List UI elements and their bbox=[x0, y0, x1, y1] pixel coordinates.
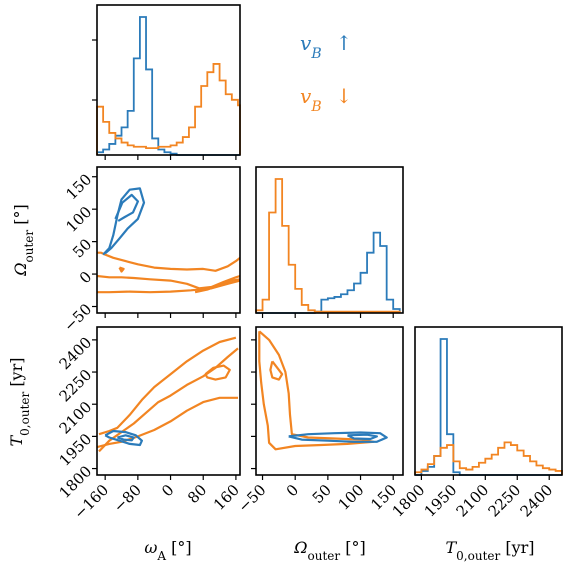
contour-Omega-omega-up bbox=[102, 187, 146, 256]
contour-T0-omega-down bbox=[97, 396, 238, 449]
contour-T0-omega-up bbox=[117, 434, 135, 442]
contour-T0-omega-down bbox=[204, 364, 231, 381]
y-tick-label: 0 bbox=[76, 268, 95, 287]
xlabel-omega-A: ωA [°] bbox=[144, 538, 191, 562]
contour-T0-Omega-up bbox=[288, 431, 388, 443]
y-tick-label: 100 bbox=[62, 203, 95, 236]
hist-T0-down bbox=[414, 441, 563, 475]
y-tick-label: 150 bbox=[62, 170, 95, 203]
legend-up: vB ↑ bbox=[300, 31, 352, 62]
x-tick-label: 2100 bbox=[453, 481, 493, 521]
x-tick-label: 2250 bbox=[485, 481, 525, 521]
panel-T0-vs-omega bbox=[96, 326, 241, 476]
legend-down: vB ↓ bbox=[300, 84, 352, 115]
contour-T0-omega-down bbox=[98, 336, 237, 436]
panel-Omega-hist bbox=[255, 166, 404, 314]
y-tick-label: −50 bbox=[60, 300, 95, 335]
y-tick-label: 50 bbox=[69, 235, 95, 261]
x-tick-label: 100 bbox=[335, 481, 368, 514]
xlabel-Omega-outer: Ωouter [°] bbox=[293, 538, 365, 562]
contour-T0-omega-up bbox=[104, 429, 143, 447]
y-tick-label: 2100 bbox=[56, 398, 96, 438]
hist-Omega-up bbox=[256, 231, 401, 314]
xlabel-T0-outer: T0,outer [yr] bbox=[446, 538, 535, 562]
y-tick-label: 1950 bbox=[56, 430, 96, 470]
ylabel-T0-outer: T0,outer [yr] bbox=[7, 358, 32, 447]
hist-T0-up bbox=[415, 338, 562, 476]
panel-T0-vs-Omega bbox=[255, 326, 404, 476]
y-tick-label: 2400 bbox=[56, 334, 96, 374]
x-tick-label: 50 bbox=[309, 481, 335, 507]
contour-T0-Omega-down bbox=[269, 360, 284, 381]
hist-Omega-down bbox=[255, 178, 401, 313]
contour-Omega-omega-down bbox=[118, 266, 125, 273]
x-tick-label: 1950 bbox=[421, 481, 461, 521]
hist-omega-A-up bbox=[96, 16, 240, 156]
y-tick-label: 2250 bbox=[56, 366, 96, 406]
x-tick-label: 0 bbox=[283, 481, 302, 500]
hist-omega-A-down bbox=[96, 63, 241, 155]
x-tick-label: −80 bbox=[110, 481, 145, 516]
x-tick-label: 2400 bbox=[517, 481, 557, 521]
contour-T0-Omega-up bbox=[347, 433, 378, 441]
x-tick-label: −50 bbox=[234, 481, 269, 516]
contour-Omega-omega-down bbox=[97, 279, 240, 294]
panel-Omega-vs-omega bbox=[96, 166, 241, 314]
x-tick-label: 0 bbox=[158, 481, 177, 500]
panel-T0-hist bbox=[414, 326, 563, 476]
x-tick-label: 160 bbox=[210, 481, 243, 514]
contour-Omega-omega-down bbox=[194, 278, 240, 294]
panel-omega-A-hist bbox=[96, 4, 241, 156]
contour-Omega-omega-down bbox=[97, 274, 240, 290]
x-tick-label: 1800 bbox=[389, 481, 429, 521]
contour-Omega-omega-up bbox=[114, 193, 139, 222]
contour-Omega-omega-down bbox=[97, 251, 240, 272]
x-tick-label: 80 bbox=[184, 481, 210, 507]
ylabel-Omega-outer: Ωouter [°] bbox=[11, 204, 36, 276]
